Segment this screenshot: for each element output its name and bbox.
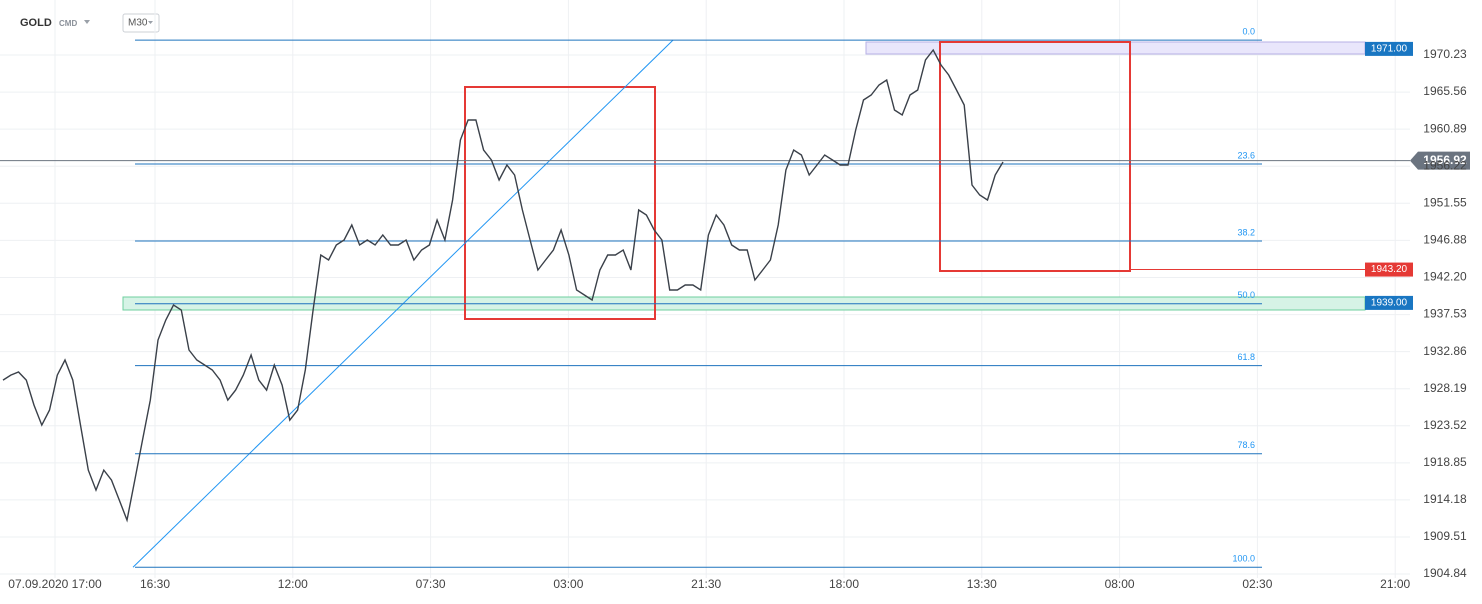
fib-level-label: 78.6 — [1237, 440, 1255, 450]
range-box — [939, 41, 1131, 272]
y-tick-label: 1914.18 — [1423, 492, 1467, 506]
symbol: GOLD — [20, 17, 52, 29]
x-tick-label: 16:30 — [140, 577, 170, 591]
fib-level-label: 50.0 — [1237, 290, 1255, 300]
fib-level-label: 61.8 — [1237, 352, 1255, 362]
price-marker-label: 1971.00 — [1371, 44, 1408, 55]
price-marker-label: 1943.20 — [1371, 264, 1408, 275]
x-tick-label: 18:00 — [829, 577, 859, 591]
x-tick-label: 21:00 — [1380, 577, 1410, 591]
x-tick-label: 07:30 — [416, 577, 446, 591]
y-tick-label: 1965.56 — [1423, 84, 1467, 98]
price-line — [2, 48, 1004, 523]
current-price-tag — [1410, 151, 1470, 170]
y-tick-label: 1918.85 — [1423, 455, 1467, 469]
y-tick-label: 1937.53 — [1423, 307, 1467, 321]
x-tick-label: 13:30 — [967, 577, 997, 591]
fib-level-label: 38.2 — [1237, 227, 1255, 237]
x-tick-label: 07.09.2020 17:00 — [8, 577, 102, 591]
price-marker-label: 1939.00 — [1371, 298, 1408, 309]
fib-level-label: 23.6 — [1237, 150, 1255, 160]
dropdown-arrow[interactable] — [148, 21, 153, 24]
y-tick-label: 1951.55 — [1423, 195, 1467, 209]
y-tick-label: 1960.89 — [1423, 121, 1467, 135]
interval-button[interactable] — [122, 13, 160, 33]
y-tick-label: 1923.52 — [1423, 418, 1467, 432]
y-tick-label: 1904.84 — [1423, 566, 1467, 580]
price-marker — [1365, 262, 1413, 277]
y-tick-label: 1932.86 — [1423, 344, 1467, 358]
y-tick-label: 1942.20 — [1423, 270, 1467, 284]
y-tick-label: 1970.23 — [1423, 47, 1467, 61]
fib-level-label: 0.0 — [1242, 27, 1255, 37]
y-tick-label: 1928.19 — [1423, 381, 1467, 395]
y-tick-label: 1946.88 — [1423, 233, 1467, 247]
current-price-label: 1956.92 — [1423, 153, 1467, 167]
interval[interactable]: M30 — [128, 18, 148, 29]
x-tick-label: 21:30 — [691, 577, 721, 591]
y-tick-label: 1956.22 — [1423, 158, 1467, 172]
fib-level-label: 100.0 — [1232, 554, 1255, 564]
range-box — [464, 86, 656, 320]
market: CMD — [59, 19, 77, 28]
price-marker — [1365, 295, 1413, 310]
y-tick-label: 1909.51 — [1423, 529, 1467, 543]
x-tick-label: 03:00 — [553, 577, 583, 591]
x-tick-label: 08:00 — [1105, 577, 1135, 591]
x-tick-label: 12:00 — [278, 577, 308, 591]
price-marker — [1365, 41, 1413, 56]
dropdown-arrow[interactable] — [84, 20, 90, 24]
x-tick-label: 02:30 — [1242, 577, 1272, 591]
